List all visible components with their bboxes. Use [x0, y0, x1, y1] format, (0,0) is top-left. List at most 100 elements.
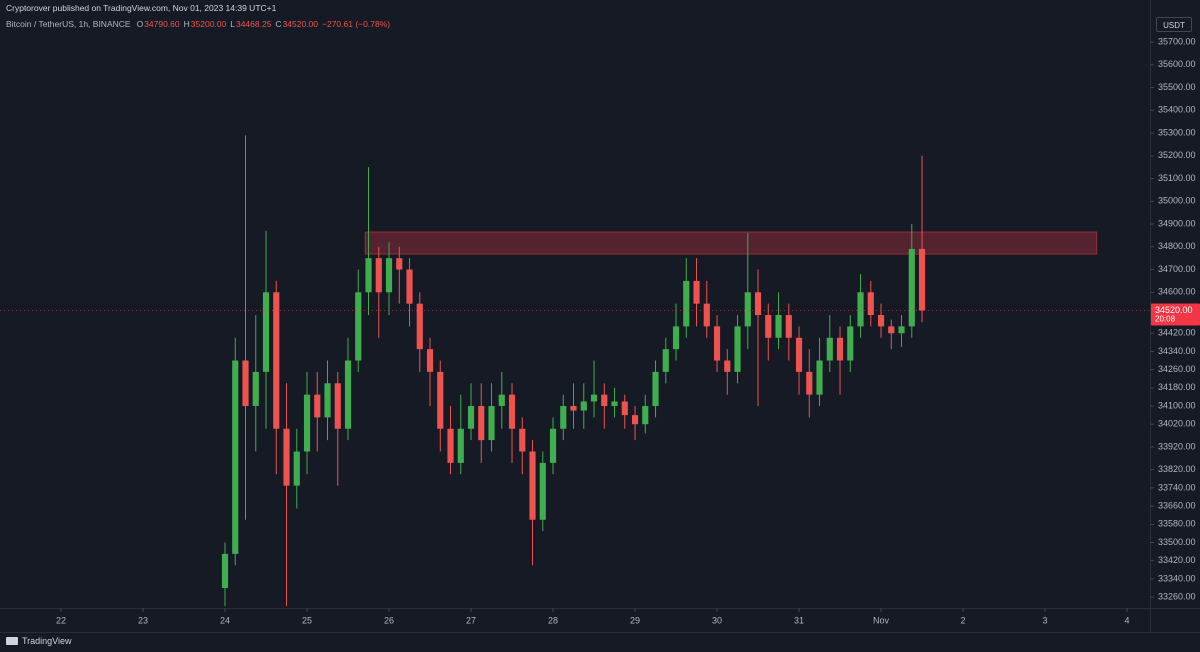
legend-value: 34520.00	[282, 19, 319, 29]
candle-body	[283, 428, 290, 486]
y-tick-label: 34020.00	[1158, 419, 1196, 429]
candle-body	[519, 428, 526, 452]
y-tick-label: 33580.00	[1158, 519, 1196, 529]
y-tick-label: 34340.00	[1158, 346, 1196, 356]
y-tick-label: 35200.00	[1158, 150, 1196, 160]
y-tick-label: 33820.00	[1158, 464, 1196, 474]
candle-body	[580, 401, 587, 411]
candle-body	[806, 371, 813, 395]
candle-body	[611, 401, 618, 407]
candle-body	[396, 258, 403, 270]
candle-body	[539, 462, 546, 520]
y-tick-label: 33340.00	[1158, 573, 1196, 583]
y-tick-label: 34260.00	[1158, 364, 1196, 374]
candle-body	[242, 360, 249, 407]
y-tick-label: 33420.00	[1158, 555, 1196, 565]
candle-body	[744, 292, 751, 327]
candle-body	[303, 394, 311, 452]
brand-logo[interactable]: TradingView	[6, 636, 72, 646]
candle-body	[713, 326, 721, 361]
legend-change: −270.61 (−0.78%)	[322, 19, 391, 29]
candle-body	[857, 292, 864, 327]
candle-body	[365, 258, 372, 293]
x-tick-label: 22	[56, 615, 66, 625]
candle-body	[467, 406, 475, 429]
y-tick-label: 33660.00	[1158, 500, 1196, 510]
candle-body	[621, 401, 628, 416]
candle-body	[498, 394, 505, 407]
x-tick-label: 3	[1043, 615, 1048, 625]
logo-icon	[6, 637, 18, 645]
candle-body	[344, 360, 352, 429]
candle-body	[898, 326, 905, 334]
candle-body	[867, 292, 874, 316]
candle-body	[703, 303, 710, 327]
publish-header: Cryptorover published on TradingView.com…	[6, 3, 277, 13]
y-tick-label: 34100.00	[1158, 400, 1196, 410]
x-tick-label: 26	[384, 615, 394, 625]
candle-body	[734, 326, 741, 372]
candle-body	[508, 394, 516, 429]
candle-body	[775, 315, 782, 338]
legend-value: 34790.60	[144, 19, 180, 29]
y-tick-label: 33260.00	[1158, 591, 1196, 601]
candle-body	[437, 371, 444, 429]
candle-body	[549, 428, 557, 463]
currency-button[interactable]: USDT	[1156, 17, 1192, 32]
brand-name: TradingView	[22, 636, 72, 646]
y-tick-label: 34420.00	[1158, 328, 1196, 338]
plot-area	[0, 0, 1150, 608]
candle-body	[406, 269, 413, 304]
legend-key: O	[136, 19, 144, 29]
candle-body	[324, 383, 331, 418]
x-tick-label: 24	[220, 615, 230, 625]
candle-body	[908, 248, 915, 327]
y-tick-label: 35700.00	[1158, 36, 1196, 46]
y-tick-label: 34180.00	[1158, 382, 1196, 392]
resistance-zone	[364, 231, 1098, 255]
y-tick-label: 35000.00	[1158, 196, 1196, 206]
legend-value: 35200.00	[190, 19, 227, 29]
candle-body	[447, 428, 454, 463]
candle-body	[836, 337, 844, 361]
candle-body	[652, 371, 659, 407]
price-tag-countdown: 20:08	[1155, 315, 1176, 324]
x-tick-label: 28	[548, 615, 558, 625]
x-tick-label: 4	[1125, 615, 1130, 625]
y-tick-label: 35500.00	[1158, 82, 1196, 92]
candle-body	[724, 360, 731, 372]
y-tick-label: 33500.00	[1158, 537, 1196, 547]
candle-body	[375, 258, 382, 293]
candle-body	[631, 415, 639, 425]
candle-body	[816, 360, 823, 395]
candle-body	[693, 280, 700, 304]
legend-value: 34468.25	[235, 19, 272, 29]
candle-body	[560, 406, 567, 429]
candle-body	[334, 383, 341, 429]
candle-body	[672, 326, 680, 350]
legend-key: H	[183, 19, 190, 29]
candle-body	[416, 303, 423, 350]
candle-body	[683, 280, 690, 327]
x-tick-label: Nov	[873, 615, 890, 625]
candle-body	[590, 394, 598, 402]
candle-body	[662, 349, 669, 372]
candle-body	[765, 315, 772, 338]
candle-body	[457, 428, 464, 463]
x-tick-label: 29	[630, 615, 640, 625]
candle-body	[355, 292, 362, 361]
candle-body	[529, 451, 536, 520]
candle-body	[478, 406, 485, 441]
symbol-legend: Bitcoin / TetherUS, 1h, BINANCE O34790.60…	[6, 19, 394, 29]
y-tick-label: 35400.00	[1158, 105, 1196, 115]
candle-body	[601, 394, 608, 407]
y-tick-label: 34800.00	[1158, 241, 1196, 251]
y-tick-label: 33920.00	[1158, 441, 1196, 451]
candle-body	[785, 315, 792, 338]
candle-body	[221, 553, 229, 588]
y-tick-label: 35300.00	[1158, 127, 1196, 137]
legend-key: C	[275, 19, 282, 29]
candle-body	[488, 406, 495, 441]
x-tick-label: 23	[138, 615, 148, 625]
